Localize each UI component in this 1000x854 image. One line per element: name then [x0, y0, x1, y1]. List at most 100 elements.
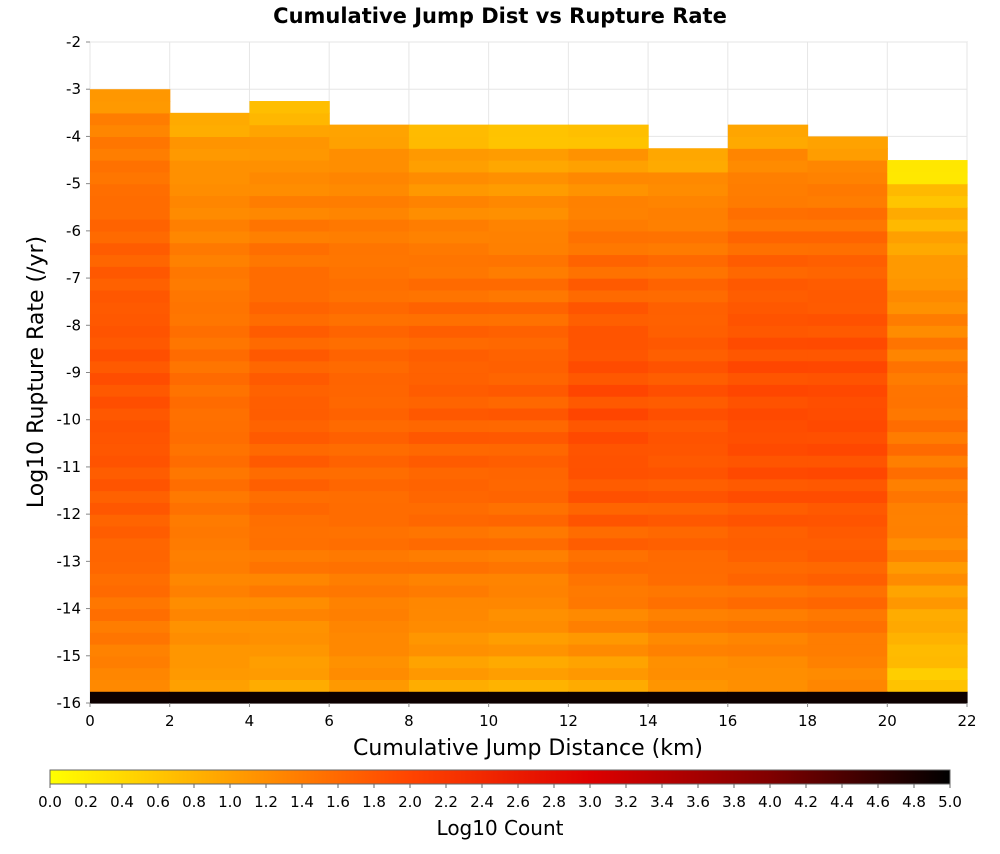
heatmap-cell — [568, 396, 649, 409]
heatmap-cell — [648, 679, 729, 692]
heatmap-cell — [329, 124, 410, 138]
x-axis-label: Cumulative Jump Distance (km) — [353, 736, 703, 761]
heatmap-cell — [488, 136, 569, 149]
x-tick-label: 22 — [957, 712, 976, 730]
heatmap-cell — [90, 525, 171, 539]
heatmap-cell — [90, 136, 171, 149]
heatmap-cell — [90, 396, 171, 409]
heatmap-cell — [568, 537, 649, 551]
heatmap-cell — [648, 443, 729, 456]
heatmap-cell — [568, 171, 649, 185]
heatmap-cell — [648, 667, 729, 680]
heatmap-cell — [169, 160, 251, 173]
heatmap-cell — [488, 514, 569, 527]
heatmap-cell — [807, 466, 888, 480]
heatmap-cell — [807, 455, 888, 468]
heatmap-cell — [727, 431, 809, 444]
heatmap-cell — [727, 384, 809, 397]
x-tick-label: 10 — [479, 712, 498, 730]
heatmap-cell — [249, 620, 330, 633]
heatmap-cell — [329, 502, 410, 515]
heatmap-cell — [169, 525, 251, 539]
y-tick-label: -16 — [57, 694, 82, 712]
heatmap-cell — [249, 490, 330, 503]
x-tick-label: 16 — [718, 712, 737, 730]
heatmap-cell — [648, 254, 729, 267]
heatmap-cell — [329, 584, 410, 598]
heatmap-cell — [329, 525, 410, 539]
heatmap-cell — [90, 112, 171, 126]
heatmap-cell — [329, 348, 410, 362]
heatmap-cell — [727, 160, 809, 173]
heatmap-cell — [249, 148, 330, 161]
heatmap-cell — [329, 289, 410, 303]
heatmap-cell — [90, 183, 171, 197]
colorbar-tick-label: 0.6 — [146, 793, 170, 811]
heatmap-cell — [568, 384, 649, 397]
heatmap-cell — [887, 667, 968, 680]
heatmap-cell — [408, 230, 490, 244]
heatmap-cell — [568, 620, 649, 633]
heatmap-cell — [329, 561, 410, 574]
heatmap-cell — [568, 195, 649, 208]
heatmap-cell — [887, 337, 968, 350]
heatmap-cell — [249, 360, 330, 374]
heatmap-cell — [648, 584, 729, 598]
heatmap-cell — [249, 266, 330, 279]
heatmap-cell — [488, 337, 569, 350]
heatmap-cell — [408, 254, 490, 267]
heatmap-cell — [648, 431, 729, 444]
heatmap-cell — [408, 478, 490, 492]
heatmap-cell — [329, 230, 410, 244]
heatmap-cell — [727, 455, 809, 468]
heatmap-cell — [169, 183, 251, 197]
heatmap-cell — [648, 266, 729, 279]
heatmap-cell — [249, 348, 330, 362]
heatmap-cell — [648, 549, 729, 562]
heatmap-cell — [887, 301, 968, 315]
heatmap-cell — [329, 596, 410, 610]
heatmap-cell — [648, 242, 729, 256]
heatmap-cell — [488, 207, 569, 220]
heatmap-cell — [90, 419, 171, 433]
heatmap-cell — [169, 561, 251, 574]
heatmap-cell — [408, 372, 490, 385]
heatmap-cell — [727, 148, 809, 161]
heatmap-cell — [887, 266, 968, 279]
heatmap-cell — [568, 573, 649, 586]
heatmap-cell — [887, 419, 968, 433]
heatmap-cell — [648, 160, 729, 173]
heatmap-cell — [408, 384, 490, 397]
colorbar-tick-label: 4.0 — [758, 793, 782, 811]
heatmap-cell — [488, 584, 569, 598]
heatmap-cell — [169, 289, 251, 303]
heatmap-cell — [807, 419, 888, 433]
heatmap-cell — [329, 667, 410, 680]
heatmap-cell — [887, 230, 968, 244]
heatmap-cell — [249, 537, 330, 551]
heatmap-cell — [90, 160, 171, 173]
heatmap-cell — [568, 514, 649, 527]
heatmap-cell — [807, 242, 888, 256]
heatmap-cell — [727, 466, 809, 480]
heatmap-cell — [90, 608, 171, 621]
heatmap-cell — [90, 266, 171, 279]
heatmap-cell — [249, 183, 330, 197]
y-tick-label: -3 — [66, 80, 81, 98]
heatmap-cell — [169, 207, 251, 220]
heatmap-cell — [90, 372, 171, 385]
colorbar — [49, 769, 951, 785]
colorbar-tick-label: 4.8 — [902, 793, 926, 811]
heatmap-cell — [488, 478, 569, 492]
heatmap-cell — [90, 431, 171, 444]
heatmap-cell — [488, 525, 569, 539]
heatmap-cell — [648, 348, 729, 362]
heatmap-cell — [887, 561, 968, 574]
heatmap-cell — [90, 584, 171, 598]
heatmap-cell — [169, 278, 251, 291]
heatmap-cell — [727, 691, 809, 704]
heatmap-cell — [887, 207, 968, 220]
heatmap-cell — [648, 643, 729, 657]
heatmap-cell — [887, 584, 968, 598]
